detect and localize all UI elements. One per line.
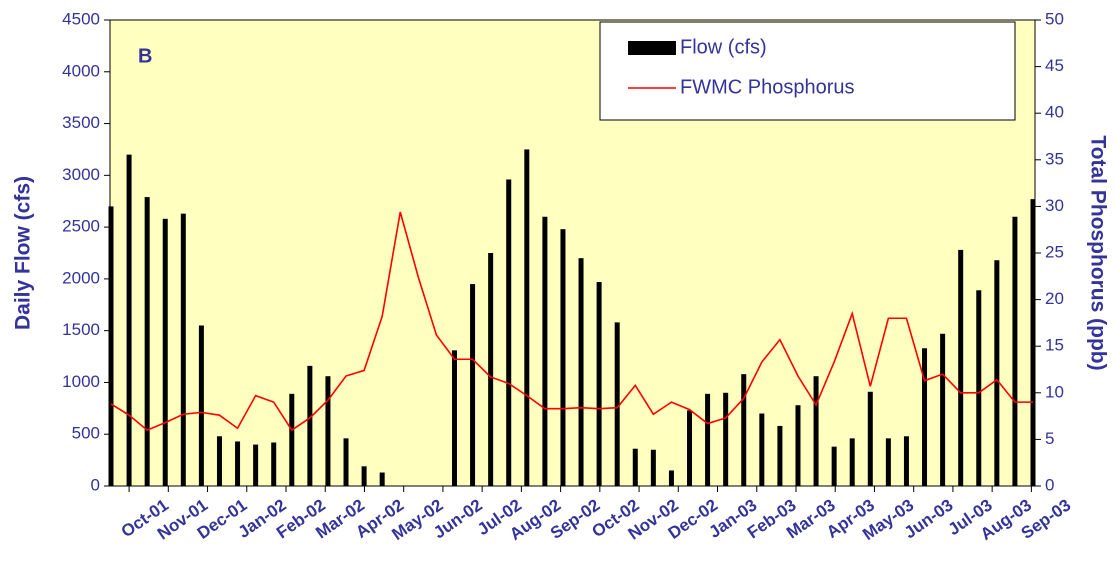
bar bbox=[542, 216, 548, 486]
bar bbox=[903, 436, 909, 486]
bar bbox=[849, 438, 855, 486]
y2-tick-label: 45 bbox=[1045, 56, 1064, 75]
y-tick-label: 1500 bbox=[62, 320, 100, 339]
bar bbox=[614, 322, 620, 486]
bar bbox=[289, 393, 295, 486]
y-tick-label: 3500 bbox=[62, 113, 100, 132]
y2-tick-label: 5 bbox=[1045, 429, 1054, 448]
bar bbox=[506, 179, 512, 486]
bar bbox=[596, 281, 602, 486]
bar bbox=[361, 466, 367, 486]
y2-tick-label: 35 bbox=[1045, 149, 1064, 168]
bar bbox=[108, 206, 114, 486]
bar bbox=[958, 249, 964, 486]
bar bbox=[180, 213, 186, 486]
bar bbox=[759, 413, 765, 486]
bar bbox=[343, 438, 349, 486]
y2-tick-label: 25 bbox=[1045, 242, 1064, 261]
bar bbox=[940, 333, 946, 486]
panel-label: B bbox=[138, 45, 152, 67]
bar bbox=[325, 376, 331, 486]
bar bbox=[741, 374, 747, 486]
bar bbox=[632, 448, 638, 486]
bar bbox=[994, 260, 1000, 486]
bar bbox=[307, 365, 313, 486]
y-tick-label: 4000 bbox=[62, 61, 100, 80]
y-tick-label: 0 bbox=[91, 475, 100, 494]
y2-tick-label: 0 bbox=[1045, 475, 1054, 494]
bar bbox=[1030, 199, 1036, 486]
legend-box bbox=[599, 21, 1016, 121]
bar bbox=[253, 444, 259, 486]
bar bbox=[1012, 216, 1018, 486]
bar bbox=[885, 438, 891, 486]
bar bbox=[216, 436, 222, 486]
bar bbox=[560, 229, 566, 486]
bar bbox=[687, 410, 693, 486]
y-tick-label: 2000 bbox=[62, 268, 100, 287]
bar bbox=[777, 425, 783, 486]
bar bbox=[922, 348, 928, 486]
bar bbox=[271, 442, 277, 486]
bar bbox=[867, 391, 873, 486]
y2-tick-label: 50 bbox=[1045, 9, 1064, 28]
bar bbox=[470, 284, 476, 486]
bar bbox=[162, 218, 168, 486]
bar bbox=[650, 449, 656, 486]
bar bbox=[144, 197, 150, 486]
y-tick-label: 1000 bbox=[62, 372, 100, 391]
legend-label: FWMC Phosphorus bbox=[680, 76, 855, 98]
y2-tick-label: 40 bbox=[1045, 103, 1064, 122]
bar bbox=[126, 154, 132, 486]
bar bbox=[578, 258, 584, 486]
y2-axis-title: Total Phosphorus (ppb) bbox=[1086, 135, 1109, 370]
legend-label: Flow (cfs) bbox=[680, 36, 767, 58]
bar bbox=[379, 472, 385, 486]
y-axis-title: Daily Flow (cfs) bbox=[12, 176, 35, 330]
y-tick-label: 3000 bbox=[62, 165, 100, 184]
y2-tick-label: 10 bbox=[1045, 382, 1064, 401]
y-tick-label: 500 bbox=[72, 424, 100, 443]
bar bbox=[488, 253, 494, 486]
bar bbox=[831, 446, 837, 486]
y-tick-label: 4500 bbox=[62, 9, 100, 28]
line bbox=[110, 211, 1033, 432]
bar bbox=[976, 290, 982, 486]
bar bbox=[235, 441, 241, 486]
bar bbox=[813, 376, 819, 486]
bar bbox=[705, 393, 711, 486]
bar bbox=[795, 405, 801, 486]
y-tick-label: 2500 bbox=[62, 217, 100, 236]
bar bbox=[668, 470, 674, 486]
y2-tick-label: 30 bbox=[1045, 196, 1064, 215]
y2-tick-label: 15 bbox=[1045, 336, 1064, 355]
bar bbox=[524, 149, 530, 486]
bar bbox=[451, 350, 457, 486]
y2-tick-label: 20 bbox=[1045, 289, 1064, 308]
legend-swatch bbox=[628, 41, 676, 55]
bar bbox=[723, 392, 729, 486]
bar bbox=[198, 325, 204, 486]
